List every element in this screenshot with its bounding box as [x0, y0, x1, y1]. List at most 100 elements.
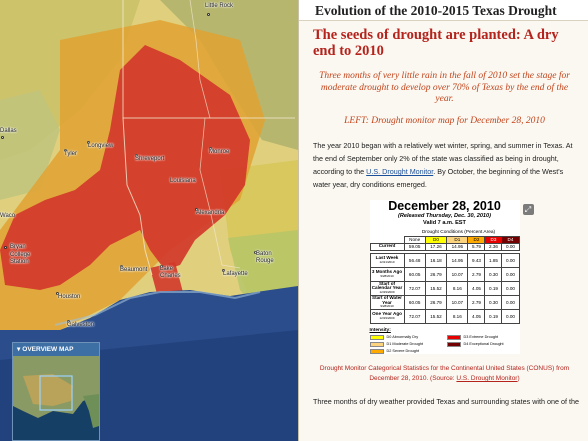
dm-legend: D0 Abnormally Dry D3 Extreme Drought D1 Mo…: [369, 334, 520, 354]
dm-row-label: One Year Ago 12/29/2009: [369, 308, 405, 324]
dm-cell: 0.00: [501, 294, 520, 310]
dm-row-label: Start of Water Year 9/28/2010: [369, 294, 405, 310]
figure-caption-end: ): [517, 374, 520, 382]
dm-legend-swatch: [369, 341, 384, 347]
overview-map-canvas[interactable]: [13, 356, 99, 440]
city-dot: [120, 265, 123, 268]
dm-legend-swatch: [446, 334, 461, 340]
dm-released: (Released Thursday, Dec. 30, 2010): [397, 212, 492, 219]
dm-col-d1: D1: [446, 235, 469, 244]
dm-table: None D0 D1 D2 D3 D4 Current 59.05 17.26 14.…: [369, 235, 520, 324]
dm-table-row: Start of Calendar Year 12/29/2009 72.07 15.…: [369, 280, 520, 296]
dm-cell: 0.19: [484, 280, 503, 296]
dm-col-d3: D3: [484, 235, 503, 244]
dm-intensity-label: Intensity:: [369, 327, 391, 333]
dm-col-d4: D4: [501, 235, 520, 244]
dm-table-row: Start of Water Year 9/28/2010 60.05 26.79 10…: [369, 294, 520, 310]
city-dot: [56, 292, 59, 295]
dm-cell: 26.79: [424, 266, 448, 282]
dm-cell: 8.16: [446, 308, 469, 324]
story-header: Evolution of the 2010-2015 Texas Drought: [299, 0, 588, 21]
dm-valid: Valid 7 a.m. EST: [423, 219, 466, 226]
dm-cell: 0.00: [501, 308, 520, 324]
city-dot: [135, 154, 138, 157]
dm-table-row: Last Week 12/21/2010 56.48 16.18 14.95 9.43 1.…: [369, 252, 520, 268]
dm-row-date: 12/29/2009: [379, 316, 395, 321]
dm-row-label-text: Current: [378, 243, 396, 249]
dm-date: December 28, 2010: [388, 198, 501, 213]
city-dot: [160, 265, 163, 268]
dm-cell: 10.07: [446, 266, 469, 282]
coastline-shelf: [54, 291, 261, 326]
dm-legend-label: D2 Severe Drought: [386, 349, 420, 354]
city-dot: [207, 13, 210, 16]
dm-row-date: 12/29/2009: [379, 290, 395, 295]
city-dot: [1, 136, 4, 139]
city-monroe: Monroe: [209, 149, 230, 155]
drought-monitor-link[interactable]: U.S. Drought Monitor: [366, 167, 434, 177]
dm-cell: 14.95: [446, 252, 469, 268]
dm-row-label: Last Week 12/21/2010: [369, 252, 405, 268]
dm-col-d0: D0: [424, 235, 448, 244]
dm-row-label-text: One Year Ago: [372, 311, 402, 317]
dm-legend-label: D4 Exceptional Drought: [463, 342, 504, 347]
paragraph-1: The year 2010 began with a relatively we…: [313, 139, 576, 192]
city-dot: [87, 141, 90, 144]
dm-legend-label: D0 Abnormally Dry: [386, 335, 419, 340]
city-lake-charles: Lake Charles: [160, 266, 181, 279]
city-tyler: Tyler: [64, 151, 78, 157]
city-lafayette: Lafayette: [223, 271, 248, 277]
dm-legend-item: D0 Abnormally Dry: [369, 334, 443, 340]
dm-cell: 10.07: [446, 294, 469, 310]
dm-cell: 56.48: [403, 252, 426, 268]
story-body[interactable]: The seeds of drought are planted: A dry …: [299, 21, 588, 408]
dm-legend-label: D1 Moderate Drought: [386, 342, 424, 347]
dm-cell: 26.79: [424, 294, 448, 310]
dm-legend-item: D3 Extreme Drought: [446, 334, 520, 340]
expand-icon[interactable]: ⤢: [522, 203, 534, 215]
dm-legend-swatch: [369, 348, 384, 354]
city-waco: Waco: [0, 213, 16, 219]
city-dot: [67, 320, 70, 323]
dm-cell: 0.00: [501, 266, 520, 282]
dm-cell: 5.79: [467, 242, 486, 251]
overview-map-header[interactable]: ▾ OVERVIEW MAP: [13, 343, 99, 356]
story-title: Evolution of the 2010-2015 Texas Drought: [315, 3, 557, 18]
dm-corner: [370, 236, 404, 243]
dm-cell: 0.19: [484, 308, 503, 324]
dm-legend-swatch: [446, 341, 461, 347]
overview-map-panel[interactable]: ▾ OVERVIEW MAP: [12, 342, 100, 441]
paragraph-1-text-end: . By October, the beginning of the West'…: [313, 167, 564, 190]
dm-cell: 8.16: [446, 280, 469, 296]
story-panel[interactable]: Evolution of the 2010-2015 Texas Drought…: [298, 0, 588, 441]
drought-monitor-figure: December 28, 2010 (Released Thursday, De…: [369, 198, 534, 354]
dm-cell: 2.79: [467, 266, 486, 282]
overview-map-title: OVERVIEW MAP: [22, 346, 74, 353]
figure-source-link[interactable]: U.S. Drought Monitor: [456, 374, 518, 382]
dm-legend-swatch: [369, 334, 384, 340]
map-canvas[interactable]: [0, 0, 298, 441]
d3-extreme-region: [0, 45, 250, 290]
city-dot: [209, 147, 212, 150]
city-beaumont: Beaumont: [120, 267, 148, 273]
dm-cell: 2.36: [484, 242, 503, 251]
dm-cell: 14.95: [446, 242, 469, 251]
dm-row-label-text: Start of Calendar Year: [371, 280, 403, 291]
dm-cell: 15.52: [424, 280, 448, 296]
dm-row-date: 9/28/2010: [380, 304, 394, 309]
drought-map[interactable]: Little Rock Dallas Longview Tyler Shreve…: [0, 0, 298, 441]
section-lead: Three months of very little rain in the …: [319, 71, 570, 104]
dm-cell: 60.05: [403, 294, 426, 310]
city-little-rock: Little Rock: [205, 3, 234, 9]
city-alexandria: Alexandria: [196, 210, 225, 216]
dm-cell: 1.85: [484, 252, 503, 268]
city-dot: [4, 246, 7, 249]
city-dot: [254, 251, 257, 254]
dm-cell: 0.00: [501, 280, 520, 296]
city-galveston: Galveston: [67, 322, 95, 328]
paragraph-2: Three months of dry weather provided Tex…: [313, 396, 579, 406]
dm-cell: 60.05: [403, 266, 426, 282]
figure-caption: Drought Monitor Categorical Statistics f…: [313, 364, 576, 384]
dm-cell: 17.26: [424, 242, 448, 251]
dm-cell: 4.05: [467, 308, 486, 324]
